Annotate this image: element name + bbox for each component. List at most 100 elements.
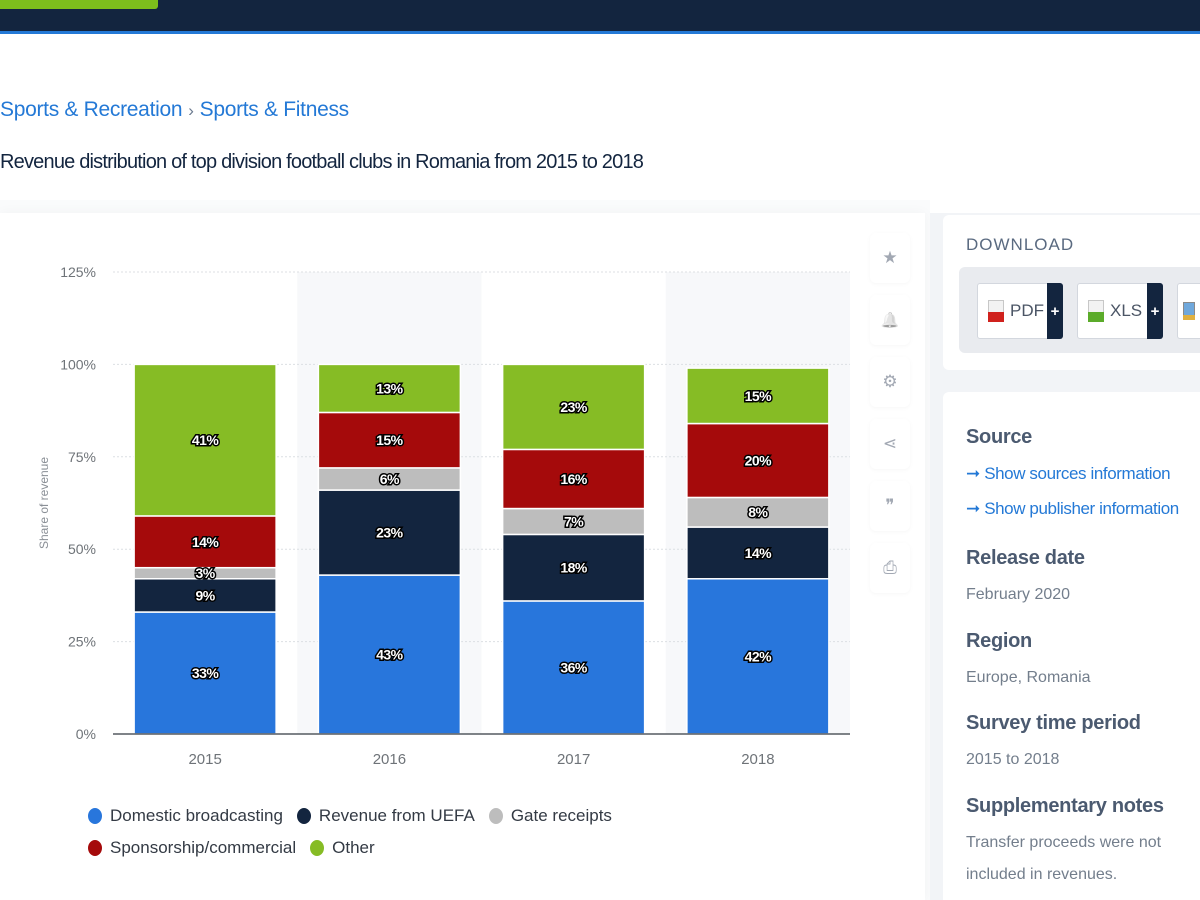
download-panel: DOWNLOAD PDF + XLS + [943,215,1200,370]
favorite-button[interactable]: ★ [870,233,910,283]
data-label: 15% [745,388,773,404]
bar-segment-2017-sponsorship-commercial[interactable] [501,448,646,510]
legend-label: Revenue from UEFA [318,806,475,825]
x-tick-label: 2015 [188,751,221,768]
bar-segment-2016-other[interactable] [317,363,462,414]
bar-segment-2018-other[interactable] [686,367,830,425]
legend-dot-icon [88,840,102,856]
show-sources-link[interactable]: ➞ Show sources information [966,464,1196,484]
region-value: Europe, Romania [966,669,1091,686]
download-image-button[interactable] [1177,283,1200,339]
data-label: 13% [376,380,404,396]
legend-item-gate-receipts[interactable]: Gate receipts [488,806,612,826]
bar-segment-2017-revenue-from-uefa[interactable] [501,533,646,602]
legend-label: Domestic broadcasting [110,806,283,825]
data-label: 18% [560,560,588,576]
breadcrumb: Sports & Recreation › Sports & Fitness [0,98,349,122]
xls-options-plus-icon[interactable]: + [1147,283,1163,339]
data-label: 33% [192,665,220,681]
source-heading: Source [966,426,1033,448]
legend-item-other[interactable]: Other [310,838,375,858]
survey-period-value: 2015 to 2018 [966,751,1060,768]
survey-period-heading: Survey time period [966,712,1141,734]
image-file-icon [1183,302,1195,320]
print-icon: ⎙ [883,558,897,577]
bar-segment-2018-domestic-broadcasting[interactable] [686,578,830,735]
data-label: 36% [560,659,588,675]
supplementary-notes-line2: revenues. [1046,866,1118,883]
y-tick-label: 0% [76,726,96,742]
bar-segment-2018-gate-receipts[interactable] [686,496,830,528]
pdf-file-icon [988,300,1004,322]
gear-icon: ⚙ [882,372,898,391]
stacked-bar-chart: 0% 25% 50% 75% 100% 125% Share of revenue 33%… [37,264,850,768]
download-xls-label: XLS [1110,301,1143,320]
data-label: 14% [745,545,773,561]
data-label: 7% [564,513,584,529]
data-label: 23% [376,525,404,541]
data-label: 3% [196,565,216,581]
bell-icon: 🔔 [880,312,900,329]
data-label: 15% [376,432,404,448]
chart-tools-toolbar: ★ 🔔 ⚙ ⋖ ❞ ⎙ [870,233,910,605]
data-label: 6% [380,471,400,487]
show-publisher-label: Show publisher information [984,499,1179,518]
y-axis-title: Share of revenue [37,457,51,549]
star-icon: ★ [882,248,898,267]
data-label: 42% [745,648,773,664]
legend-item-domestic-broadcasting[interactable]: Domestic broadcasting [88,806,283,826]
show-sources-label: Show sources information [984,464,1171,483]
data-label: 43% [376,647,404,663]
legend-dot-icon [310,840,325,856]
release-date-value: February 2020 [966,586,1071,603]
legend-dot-icon [88,808,102,824]
top-navigation-bar [0,0,1200,34]
pdf-options-plus-icon[interactable]: + [1047,283,1063,339]
legend-dot-icon [488,808,503,824]
settings-button[interactable]: ⚙ [870,357,910,407]
data-label: 23% [560,399,588,415]
xls-file-icon [1088,300,1104,322]
page-title: Revenue distribution of top division foo… [0,151,644,173]
data-label: 9% [196,587,216,603]
download-pdf-button[interactable]: PDF + [977,283,1063,339]
download-xls-button[interactable]: XLS + [1077,283,1163,339]
bar-segment-2017-other[interactable] [501,363,646,451]
supplementary-notes-text: Transfer proceeds were not included in r… [966,827,1196,891]
quote-icon: ❞ [885,496,895,515]
show-publisher-link[interactable]: ➞ Show publisher information [966,499,1196,519]
x-tick-label: 2016 [373,751,406,768]
share-button[interactable]: ⋖ [870,419,910,469]
legend-label: Gate receipts [510,806,612,825]
y-tick-label: 50% [68,541,96,557]
breadcrumb-link-sports-fitness[interactable]: Sports & Fitness [199,98,350,121]
notify-button[interactable]: 🔔 [870,295,910,345]
x-tick-label: 2017 [557,751,590,768]
y-tick-label: 25% [68,634,96,650]
release-date-heading: Release date [966,547,1085,569]
supplementary-notes-line1: Transfer proceeds were not included in [966,834,1162,883]
brand-button[interactable] [0,0,158,9]
bar-segment-2017-domestic-broadcasting[interactable] [501,600,646,735]
breadcrumb-link-sports-recreation[interactable]: Sports & Recreation [0,98,183,121]
bar-segment-2017-gate-receipts[interactable] [501,507,646,536]
data-label: 20% [745,452,773,468]
bar-segment-2018-revenue-from-uefa[interactable] [686,526,830,580]
print-button[interactable]: ⎙ [870,543,910,593]
data-label: 16% [560,471,588,487]
bar-segment-2018-sponsorship-commercial[interactable] [686,422,830,499]
data-label: 14% [192,534,220,550]
bar-segment-2015-other[interactable] [133,363,277,517]
legend-label: Other [332,838,375,857]
bar-segment-2015-sponsorship-commercial[interactable] [133,515,277,569]
x-tick-label: 2018 [741,751,774,768]
download-pdf-label: PDF [1010,301,1044,320]
y-tick-label: 125% [60,264,96,280]
data-label: 8% [748,504,768,520]
legend-item-sponsorship-commercial[interactable]: Sponsorship/commercial [88,838,296,858]
supplementary-notes-heading: Supplementary notes [966,795,1164,817]
legend-item-revenue-from-uefa[interactable]: Revenue from UEFA [296,806,475,826]
cite-button[interactable]: ❞ [870,481,910,531]
arrow-right-icon: ➞ [966,499,980,518]
bar-segment-2016-sponsorship-commercial[interactable] [317,411,462,469]
